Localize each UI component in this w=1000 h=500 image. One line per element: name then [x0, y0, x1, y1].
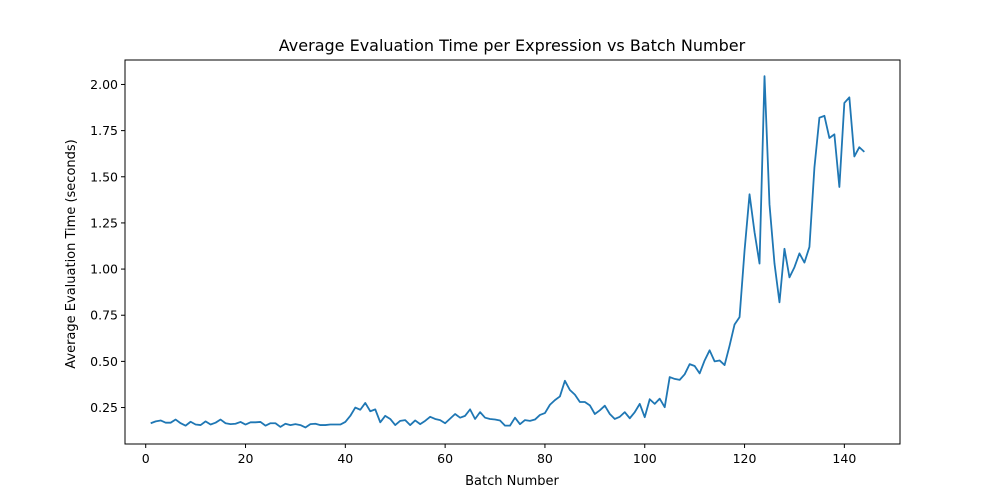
x-tick-label: 0: [142, 451, 150, 466]
y-tick-label: 0.25: [90, 400, 118, 415]
y-tick-label: 1.50: [90, 169, 118, 184]
y-axis-label: Average Evaluation Time (seconds): [64, 139, 79, 368]
x-tick-label: 40: [337, 451, 353, 466]
y-tick-label: 0.50: [90, 354, 118, 369]
x-axis-label: Batch Number: [465, 474, 559, 489]
x-tick-label: 120: [733, 451, 757, 466]
x-tick-label: 140: [832, 451, 856, 466]
y-tick-label: 0.75: [90, 308, 118, 323]
x-tick-label: 60: [437, 451, 453, 466]
x-tick-label: 20: [238, 451, 254, 466]
plot-area: [124, 59, 901, 445]
plot-frame: [124, 59, 901, 445]
series-line: [150, 75, 865, 429]
x-tick-label: 100: [633, 451, 657, 466]
y-tick-label: 2.00: [90, 77, 118, 92]
y-tick-label: 1.00: [90, 262, 118, 277]
x-tick-label: 80: [537, 451, 553, 466]
y-tick-label: 1.75: [90, 123, 118, 138]
x-axis: 0 20 40 60 80 100 120 140: [142, 444, 856, 466]
chart-title: Average Evaluation Time per Expression v…: [279, 36, 746, 55]
y-tick-label: 1.25: [90, 215, 118, 230]
y-axis: 0.25 0.50 0.75 1.00 1.25 1.50 1.75 2.00: [90, 77, 125, 415]
